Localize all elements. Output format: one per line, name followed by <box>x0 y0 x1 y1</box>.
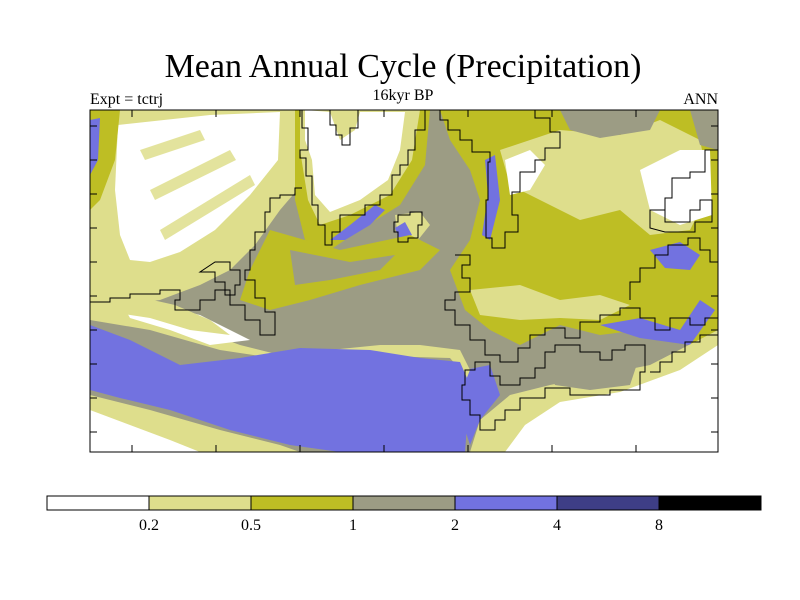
colorbar-level-label: 0.2 <box>139 517 159 534</box>
field-southwest-white <box>90 410 200 452</box>
field-nw-white-streaks <box>140 130 255 240</box>
experiment-label: Expt = tctrj <box>90 91 163 108</box>
coastline-canada-islands <box>198 261 241 296</box>
coastline-iceland <box>393 211 423 243</box>
colorbar-box <box>658 495 762 511</box>
colorbar-box <box>250 495 354 511</box>
colorbar-box <box>454 495 558 511</box>
coastline-arctic-russia <box>664 149 718 222</box>
map-ticks <box>90 110 718 452</box>
coastline-scandinavia <box>439 110 561 249</box>
coastline-iberia <box>461 344 646 431</box>
colorbar-level-label: 4 <box>553 517 561 534</box>
chart-subtitle: 16kyr BP <box>373 87 434 104</box>
coastline-mediterranean <box>650 334 718 373</box>
field-nw-blue-edge <box>90 118 100 175</box>
field-subtropical-blue <box>90 325 470 452</box>
colorbar-box <box>352 495 456 511</box>
field-labrador-light <box>90 290 230 335</box>
coastline-north-america <box>90 187 302 336</box>
field-africa-light <box>470 330 718 452</box>
field-greenland-white <box>305 110 405 212</box>
colorbar-labels: 0.2 0.5 1 2 4 8 <box>139 517 663 534</box>
field-north-grey-2 <box>690 110 718 150</box>
coastline-greenland-inner <box>329 110 359 146</box>
field-east-blue <box>650 242 700 270</box>
coastline-northern-europe <box>444 254 718 363</box>
field-atlantic-grey <box>290 250 395 285</box>
field-alps-blue <box>600 300 715 345</box>
map-frame <box>89 109 719 453</box>
field-russia-white <box>640 150 712 225</box>
colorbar-level-label: 1 <box>349 517 357 534</box>
colorbar <box>46 495 762 511</box>
season-label: ANN <box>683 91 718 108</box>
colorbar-box <box>148 495 252 511</box>
field-iberia-grey <box>540 345 640 390</box>
field-greenland-blue <box>330 205 385 240</box>
colorbar-level-label: 8 <box>655 517 663 534</box>
coastline-greenland <box>299 110 426 246</box>
colorbar-level-label: 0.5 <box>241 517 261 534</box>
coastline-baltic <box>629 237 718 300</box>
precipitation-map <box>90 110 718 452</box>
colorbar-box <box>556 495 660 511</box>
colorbar-level-label: 2 <box>451 517 459 534</box>
field-north-grey <box>560 110 660 138</box>
field-europe-light-2 <box>470 285 630 320</box>
chart-title: Mean Annual Cycle (Precipitation) <box>165 48 642 85</box>
coastline-arctic-island <box>649 199 713 233</box>
colorbar-box <box>46 495 150 511</box>
field-iberia-blue <box>462 365 500 445</box>
coastlines <box>90 110 718 431</box>
